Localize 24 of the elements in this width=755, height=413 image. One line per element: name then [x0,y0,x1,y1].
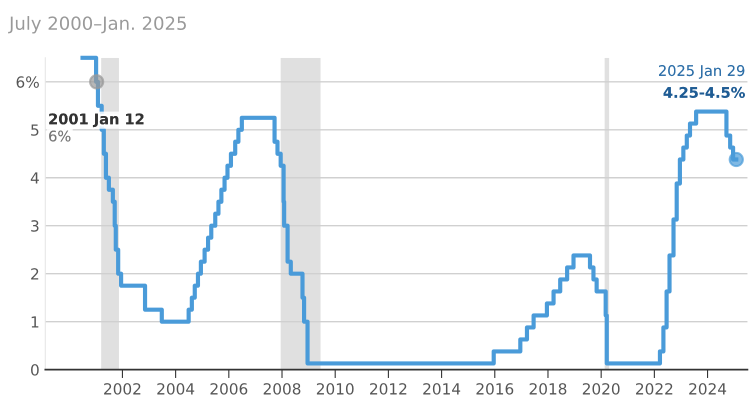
y-tick-label: 5 [31,124,38,136]
y-tick-label: 6% [16,76,39,88]
y-tick-label: 4 [30,172,39,184]
x-tick-label: 2022 [636,383,672,395]
y-tick-label: 0 [31,364,39,376]
annotation: 2001 Jan 12 [49,113,144,128]
annotation: 4.25-4.5% [664,86,745,98]
annotation: 6% [49,130,70,142]
x-tick-label: 2012 [370,383,406,395]
y-tick-label: 2 [31,268,38,280]
x-tick-label: 2004 [157,383,194,395]
x-tick-label: 2010 [316,383,354,395]
y-tick-label: 3 [31,220,39,232]
annotation: 2025 Jan 29 [658,65,744,79]
x-tick-label: 2006 [210,383,248,395]
x-tick-label: 2024 [689,383,726,395]
x-tick-label: 2016 [476,383,514,395]
x-tick-label: 2018 [530,383,566,395]
y-tick-label: 1 [32,316,38,328]
x-tick-label: 2014 [423,383,460,395]
x-tick-label: 2020 [582,383,620,395]
chart-title: July 2000–Jan. 2025 [8,16,186,34]
x-tick-label: 2008 [264,383,300,395]
x-tick-label: 2002 [104,383,140,395]
